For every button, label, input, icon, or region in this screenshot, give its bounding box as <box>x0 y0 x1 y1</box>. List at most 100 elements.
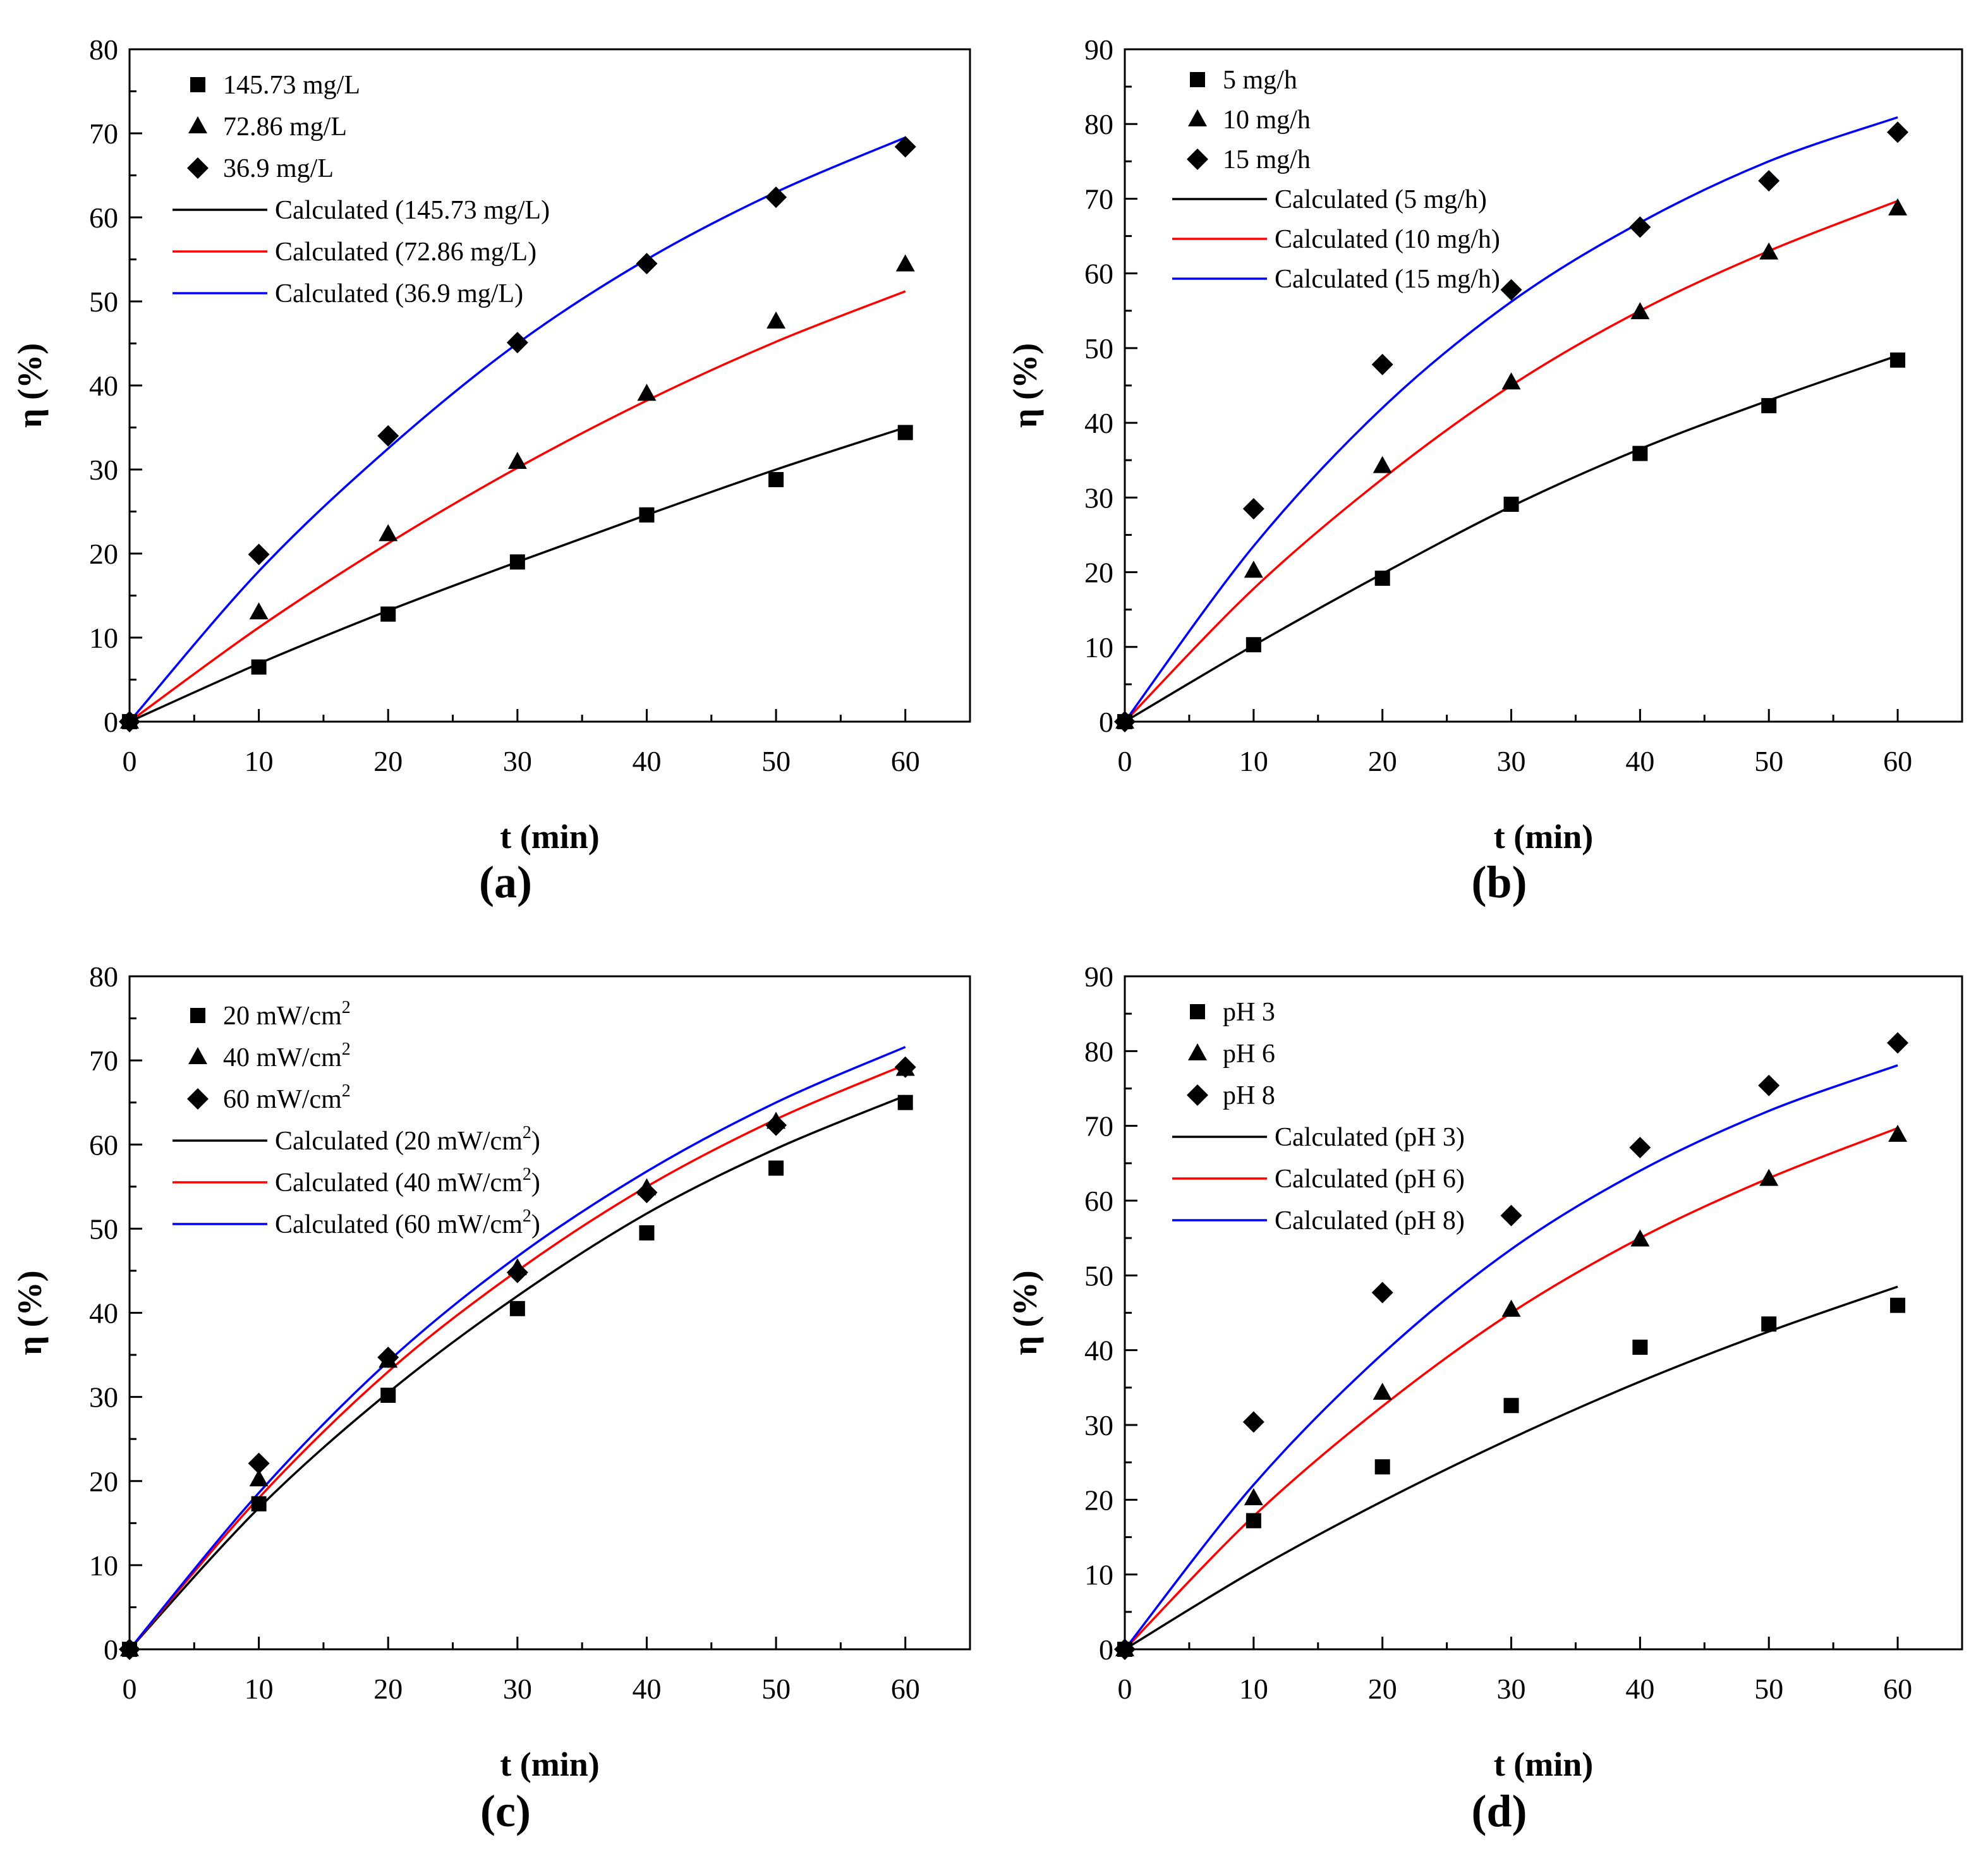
data-point-diamond <box>1114 1639 1136 1660</box>
data-point-diamond <box>248 1452 270 1474</box>
y-tick-label: 20 <box>89 538 118 570</box>
fit-line-3 <box>128 1046 906 1651</box>
data-point-square <box>1761 1316 1777 1332</box>
data-point-diamond <box>894 1056 916 1078</box>
data-point-square <box>380 1387 396 1403</box>
panel-4: 0 10 20 30 40 50 60 0 10 20 30 40 50 60 70 80 90 t (min) η… <box>1006 961 1963 1836</box>
legend-label: Calculated (36.9 mg/L) <box>275 279 523 308</box>
data-point-square <box>1890 1297 1906 1313</box>
y-tick-label: 40 <box>1084 1335 1113 1367</box>
legend-marker-square <box>1190 1004 1205 1019</box>
x-tick-label: 10 <box>1239 745 1268 777</box>
data-point-square <box>1503 496 1519 512</box>
data-point-triangle <box>1244 561 1263 578</box>
legend-label: Calculated (pH 3) <box>1275 1123 1465 1152</box>
data-point-triangle <box>1759 242 1779 260</box>
y-tick-label: 80 <box>89 33 118 66</box>
fit-line-1 <box>1124 355 1898 723</box>
legend: 145.73 mg/L 72.86 mg/L 36.9 mg/L Calculated… <box>173 71 550 308</box>
fit-line-1 <box>129 426 906 723</box>
legend-label-sup: 2 <box>342 998 351 1017</box>
y-tick-label: 60 <box>1084 1185 1113 1217</box>
legend-label: Calculated (72.86 mg/L) <box>275 238 536 267</box>
fit-line-1 <box>128 1094 906 1651</box>
y-tick-label: 50 <box>89 1213 118 1245</box>
fit-line-3 <box>1124 116 1898 723</box>
legend-label-sup: 2 <box>523 1206 531 1226</box>
data-point-square <box>1374 1459 1390 1475</box>
y-tick-label: 40 <box>89 370 118 402</box>
y-tick-label: 0 <box>1099 706 1113 738</box>
data-point-square <box>251 659 267 675</box>
legend-label-sup: 2 <box>523 1123 531 1143</box>
legend-label-sup: 2 <box>342 1040 351 1059</box>
data-point-square <box>509 554 525 570</box>
legend-marker-triangle <box>188 116 207 133</box>
legend-label-suffix: ) <box>531 1127 540 1156</box>
y-tick-label: 20 <box>89 1465 118 1498</box>
legend-label: 20 mW/cm2 <box>223 998 351 1031</box>
data-point-diamond <box>1371 1282 1393 1304</box>
legend-label-text: pH 6 <box>1223 1040 1275 1069</box>
data-point-triangle <box>1630 1229 1650 1247</box>
y-tick-label: 10 <box>89 1549 118 1582</box>
y-tick-label: 10 <box>1084 631 1113 664</box>
panel-label: (d) <box>1472 1786 1527 1836</box>
x-axis-title: t (min) <box>1494 1745 1593 1783</box>
data-point-square <box>1374 571 1390 586</box>
data-point-triangle <box>249 1469 269 1487</box>
x-tick-label: 60 <box>891 745 920 777</box>
panel-2: 0 10 20 30 40 50 60 0 10 20 30 40 50 60 70 80 90 t (min) η… <box>1006 33 1963 907</box>
data-point-diamond <box>894 136 916 158</box>
data-point-square <box>639 507 655 523</box>
y-tick-label: 80 <box>1084 1035 1113 1067</box>
x-tick-label: 0 <box>123 1673 137 1705</box>
legend: 5 mg/h 10 mg/h 15 mg/h Calculated (5 mg/h) C… <box>1172 66 1500 294</box>
panel-1: 0 10 20 30 40 50 60 0 10 20 30 40 50 60 70 80 t (min) η (… <box>11 33 971 907</box>
x-tick-label: 20 <box>373 745 403 777</box>
y-tick-label: 30 <box>89 1381 118 1414</box>
legend-label: 15 mg/h <box>1223 145 1311 174</box>
legend-label: pH 6 <box>1223 1040 1275 1069</box>
x-tick-label: 40 <box>632 745 661 777</box>
legend-label: 40 mW/cm2 <box>223 1040 351 1072</box>
legend-label-text: pH 8 <box>1223 1081 1275 1110</box>
fit-line-3 <box>128 136 906 723</box>
legend-label: Calculated (145.73 mg/L) <box>275 196 550 225</box>
y-tick-label: 30 <box>1084 482 1113 514</box>
data-point-square <box>1890 352 1906 368</box>
data-point-diamond <box>1629 1136 1651 1158</box>
legend-marker-square <box>190 77 205 92</box>
data-point-triangle <box>1501 372 1521 390</box>
legend-label: Calculated (pH 6) <box>1275 1165 1465 1194</box>
data-point-triangle <box>767 311 786 329</box>
legend-label-text: 10 mg/h <box>1223 106 1311 135</box>
legend-label-suffix: ) <box>531 1210 540 1239</box>
legend-label: pH 3 <box>1223 998 1275 1027</box>
legend-label-text: 60 mW/cm <box>223 1085 342 1114</box>
legend-label-text: pH 3 <box>1223 998 1275 1027</box>
legend-label: Calculated (60 mW/cm2) <box>275 1206 540 1239</box>
legend-label-text: Calculated (60 mW/cm <box>275 1210 523 1239</box>
x-tick-label: 10 <box>1239 1673 1268 1705</box>
legend-label-text: Calculated (36.9 mg/L) <box>275 279 523 308</box>
legend-label-text: Calculated (40 mW/cm <box>275 1168 523 1197</box>
y-tick-label: 10 <box>1084 1559 1113 1591</box>
data-point-triangle <box>1244 1488 1263 1505</box>
legend-label: 36.9 mg/L <box>223 154 334 183</box>
data-point-triangle <box>507 452 527 470</box>
legend-label: 60 mW/cm2 <box>223 1081 351 1114</box>
x-tick-label: 50 <box>1754 1673 1783 1705</box>
legend-marker-diamond <box>187 1088 209 1110</box>
legend-label: Calculated (15 mg/h) <box>1275 265 1500 294</box>
legend-label-text: Calculated (10 mg/h) <box>1275 225 1500 254</box>
data-point-diamond <box>1242 1411 1264 1433</box>
plot-frame <box>128 48 971 723</box>
legend-label-text: Calculated (5 mg/h) <box>1275 185 1487 214</box>
y-tick-label: 0 <box>104 1634 118 1666</box>
y-axis-title: η (%) <box>1006 1270 1044 1355</box>
legend-label-suffix: ) <box>531 1168 540 1197</box>
data-point-square <box>1246 1513 1261 1529</box>
